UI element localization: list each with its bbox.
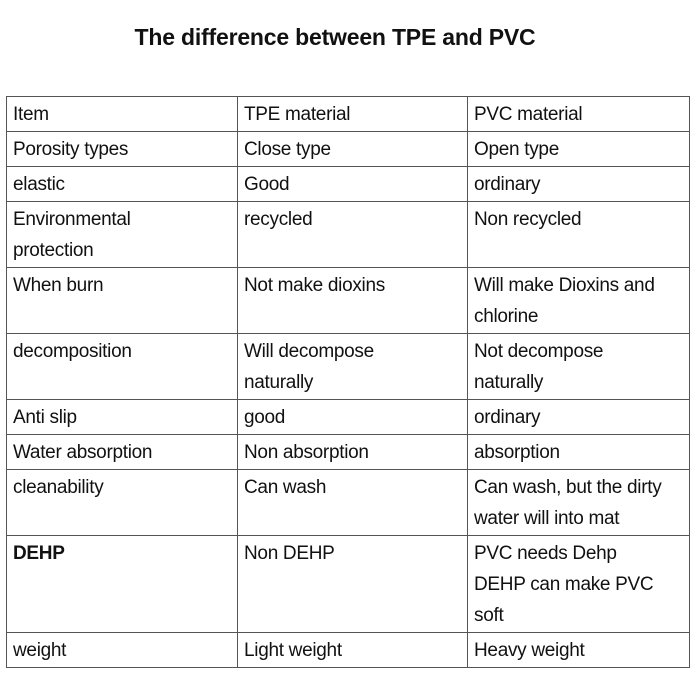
table-cell: PVC material (467, 96, 690, 132)
table-cell: Can wash, but the dirty water will into m… (467, 469, 690, 536)
cell-text: water will into mat (474, 508, 620, 529)
table-cell: Not make dioxins (237, 267, 468, 334)
table-row: Porosity types Close type Open type (6, 131, 690, 167)
table-cell: weight (6, 632, 238, 668)
table-cell: absorption (467, 434, 690, 470)
table-cell: recycled (237, 201, 468, 268)
table-cell: decomposition (6, 333, 238, 400)
cell-text: DEHP (13, 543, 65, 564)
cell-text: Not decompose (474, 341, 604, 362)
cell-text: chlorine (474, 306, 539, 327)
cell-text: Non absorption (244, 442, 369, 463)
table-cell: good (237, 399, 468, 435)
cell-text: Open type (474, 139, 559, 160)
cell-text: weight (13, 640, 67, 661)
cell-text: Will make Dioxins and (474, 275, 655, 296)
header-row: Item TPE material PVC material (6, 96, 690, 132)
table-cell: Will decompose naturally (237, 333, 468, 400)
cell-text: ordinary (474, 174, 541, 195)
table-cell: Porosity types (6, 131, 238, 167)
table-cell: Will make Dioxins and chlorine (467, 267, 690, 334)
table-cell: TPE material (237, 96, 468, 132)
table-cell: Close type (237, 131, 468, 167)
table-cell: Item (6, 96, 238, 132)
table-row: Environmental protection recycled Non recyc… (6, 201, 690, 268)
table-cell: Open type (467, 131, 690, 167)
table-cell: Environmental protection (6, 201, 238, 268)
table-cell: Non absorption (237, 434, 468, 470)
cell-text: Porosity types (13, 139, 129, 160)
table-row: When burn Not make dioxins Will make Dioxi… (6, 267, 690, 334)
cell-text: TPE material (244, 104, 351, 125)
table-row: Water absorption Non absorption absorption (6, 434, 690, 470)
cell-text: good (244, 407, 286, 428)
table-cell: When burn (6, 267, 238, 334)
cell-text: cleanability (13, 477, 104, 498)
cell-text: Close type (244, 139, 331, 160)
cell-text: naturally (474, 372, 544, 393)
cell-text: Will decompose (244, 341, 374, 362)
cell-text: protection (13, 240, 94, 261)
cell-text: naturally (244, 372, 314, 393)
table-cell: Can wash (237, 469, 468, 536)
cell-text: Light weight (244, 640, 342, 661)
table-cell: Light weight (237, 632, 468, 668)
table-row: elastic Good ordinary (6, 166, 690, 202)
cell-text: ordinary (474, 407, 541, 428)
table-cell: PVC needs Dehp DEHP can make PVC soft (467, 535, 690, 633)
table-cell: ordinary (467, 399, 690, 435)
cell-text: PVC needs Dehp (474, 543, 617, 564)
comparison-table: Item TPE material PVC material Porosity typ… (6, 96, 690, 668)
table-row: Anti slip good ordinary (6, 399, 690, 435)
cell-text: soft (474, 605, 504, 626)
title: The difference between TPE and PVC (134, 24, 536, 50)
table-cell: Water absorption (6, 434, 238, 470)
cell-text: Water absorption (13, 442, 153, 463)
table-row: weight Light weight Heavy weight (6, 632, 690, 668)
cell-text: Good (244, 174, 290, 195)
cell-text: recycled (244, 209, 313, 230)
table-cell: Good (237, 166, 468, 202)
cell-text: Item (13, 104, 49, 125)
cell-text: absorption (474, 442, 560, 463)
table-cell: Anti slip (6, 399, 238, 435)
table-cell: cleanability (6, 469, 238, 536)
table-cell: Non DEHP (237, 535, 468, 633)
table-cell: Not decompose naturally (467, 333, 690, 400)
cell-text: Not make dioxins (244, 275, 385, 296)
cell-text: Non recycled (474, 209, 582, 230)
cell-text: When burn (13, 275, 104, 296)
table-row: decomposition Will decompose naturally Not … (6, 333, 690, 400)
table-cell: ordinary (467, 166, 690, 202)
table-row: DEHP Non DEHP PVC needs Dehp DEHP can make … (6, 535, 690, 633)
cell-text: elastic (13, 174, 65, 195)
cell-text: Can wash, but the dirty (474, 477, 662, 498)
cell-text: PVC material (474, 104, 583, 125)
cell-text: Environmental (13, 209, 131, 230)
table-cell: elastic (6, 166, 238, 202)
table-cell: Non recycled (467, 201, 690, 268)
table-cell: Heavy weight (467, 632, 690, 668)
cell-text: Anti slip (13, 407, 77, 428)
cell-text: Heavy weight (474, 640, 585, 661)
cell-text: DEHP can make PVC (474, 574, 654, 595)
table-cell: DEHP (6, 535, 238, 633)
cell-text: Non DEHP (244, 543, 335, 564)
cell-text: decomposition (13, 341, 132, 362)
table-row: cleanability Can wash Can wash, but the di… (6, 469, 690, 536)
cell-text: Can wash (244, 477, 327, 498)
